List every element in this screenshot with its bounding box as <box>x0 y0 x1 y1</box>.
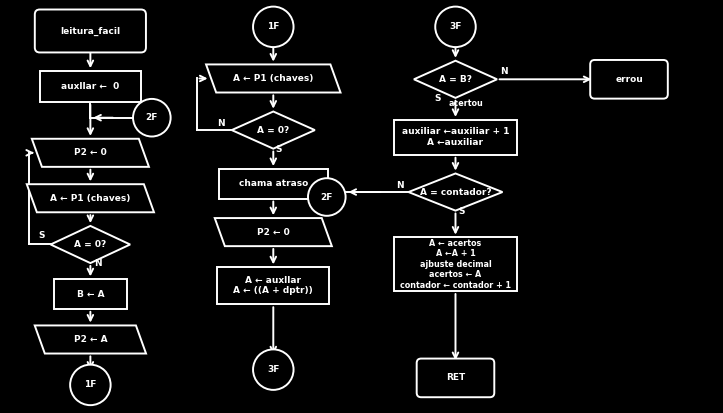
Text: 2F: 2F <box>320 192 333 202</box>
Ellipse shape <box>253 349 294 390</box>
Text: 2F: 2F <box>145 113 158 122</box>
Polygon shape <box>231 112 315 149</box>
Bar <box>394 119 517 154</box>
Text: A = contador?: A = contador? <box>419 188 492 197</box>
Text: N: N <box>396 180 403 190</box>
Text: 3F: 3F <box>449 22 462 31</box>
Text: 1F: 1F <box>267 22 280 31</box>
Polygon shape <box>27 184 154 212</box>
Polygon shape <box>51 226 130 263</box>
Bar <box>54 279 127 309</box>
Ellipse shape <box>70 365 111 405</box>
Ellipse shape <box>435 7 476 47</box>
Ellipse shape <box>308 178 346 216</box>
Text: B ← A: B ← A <box>77 290 104 299</box>
Bar <box>40 71 141 102</box>
Text: chama atraso: chama atraso <box>239 179 308 188</box>
Text: auxllar ←  0: auxllar ← 0 <box>61 82 119 91</box>
FancyBboxPatch shape <box>416 358 495 397</box>
Ellipse shape <box>253 7 294 47</box>
Text: RET: RET <box>446 373 465 382</box>
Text: A = B?: A = B? <box>439 75 472 84</box>
Text: P2 ← 0: P2 ← 0 <box>257 228 290 237</box>
Text: errou: errou <box>615 75 643 84</box>
Polygon shape <box>35 325 146 354</box>
Bar <box>394 237 517 291</box>
Polygon shape <box>414 61 497 98</box>
Polygon shape <box>408 173 502 211</box>
Text: N: N <box>94 259 101 268</box>
Text: A ← P1 (chaves): A ← P1 (chaves) <box>233 74 314 83</box>
Text: 1F: 1F <box>84 380 97 389</box>
Text: A = 0?: A = 0? <box>257 126 289 135</box>
Text: P2 ← 0: P2 ← 0 <box>74 148 107 157</box>
Text: S: S <box>435 94 440 103</box>
FancyBboxPatch shape <box>590 60 668 99</box>
FancyBboxPatch shape <box>35 9 146 52</box>
Bar <box>219 169 328 199</box>
Polygon shape <box>215 218 332 246</box>
Text: N: N <box>500 67 508 76</box>
Ellipse shape <box>133 99 171 137</box>
Text: A ← auxllar
A ← ((A + dptr)): A ← auxllar A ← ((A + dptr)) <box>234 276 313 295</box>
Text: auxiliar ←auxiliar + 1
A ←auxiliar: auxiliar ←auxiliar + 1 A ←auxiliar <box>402 128 509 147</box>
Text: N: N <box>217 119 224 128</box>
Polygon shape <box>32 139 149 167</box>
Polygon shape <box>206 64 341 93</box>
Text: S: S <box>39 231 45 240</box>
Text: A ← acertos
A ←A + 1
ajbuste decimal
acertos ← A
contador ← contador + 1: A ← acertos A ←A + 1 ajbuste decimal ace… <box>400 239 511 290</box>
Text: S: S <box>276 145 282 154</box>
Text: P2 ← A: P2 ← A <box>74 335 107 344</box>
Text: A = 0?: A = 0? <box>74 240 106 249</box>
Bar <box>217 267 330 304</box>
Text: leitura_facil: leitura_facil <box>60 26 121 36</box>
Text: A ← P1 (chaves): A ← P1 (chaves) <box>50 194 131 203</box>
Text: acertou: acertou <box>449 99 484 108</box>
Text: S: S <box>458 207 464 216</box>
Text: 3F: 3F <box>267 365 280 374</box>
